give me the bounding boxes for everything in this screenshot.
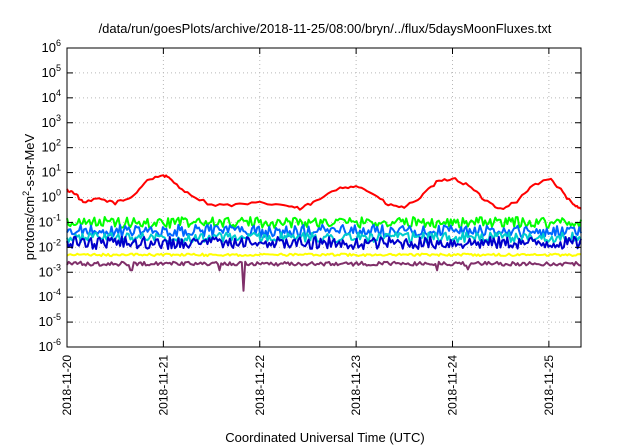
y-tick-base: 10 [42,190,56,205]
y-tick-exponent: 0 [56,188,61,198]
y-tick-base: 10 [39,264,53,279]
y-tick-base: 10 [42,65,56,80]
y-tick-label: 102 [42,138,61,155]
y-tick-label: 100 [42,188,61,205]
x-axis-ticks: 2018-11-20 2018-11-21 2018-11-22 2018-11-23… [60,48,556,416]
y-axis-label: protons/cm2-s-sr-MeV [21,133,37,260]
y-tick-exponent: -6 [53,337,61,347]
y-tick-label: 103 [42,113,61,130]
x-tick-label: 2018-11-24 [446,355,460,416]
series-line [66,252,582,258]
y-axis-ticks: 10-610-510-410-310-210-11001011021031041… [39,38,581,354]
x-tick-label: 2018-11-22 [253,355,267,416]
y-tick-base: 10 [42,40,56,55]
series-line [66,216,582,229]
y-tick-label: 105 [42,63,61,80]
y-tick-exponent: 1 [56,163,61,173]
y-tick-label: 101 [42,163,61,180]
series-line [66,260,582,292]
series-line [66,174,582,211]
y-axis-label-rest: -s-sr-MeV [22,133,37,190]
x-tick-label: 2018-11-20 [60,355,74,416]
y-tick-base: 10 [39,239,53,254]
series-line [66,235,582,251]
grid-lines [67,48,581,347]
y-tick-base: 10 [39,314,53,329]
y-tick-exponent: 6 [56,38,61,48]
y-tick-base: 10 [42,90,56,105]
y-tick-exponent: 4 [56,88,61,98]
y-axis-label-base: protons/cm [22,196,37,260]
x-tick-label: 2018-11-25 [542,355,556,416]
y-tick-exponent: -3 [53,262,61,272]
x-tick-label: 2018-11-23 [349,355,363,416]
y-tick-base: 10 [39,214,53,229]
y-tick-base: 10 [39,289,53,304]
y-tick-label: 104 [42,88,61,105]
y-tick-label: 10-3 [39,262,61,279]
y-tick-exponent: -1 [53,212,61,222]
y-tick-exponent: 2 [56,138,61,148]
y-tick-exponent: -4 [53,287,61,297]
y-tick-exponent: 5 [56,63,61,73]
y-tick-base: 10 [42,115,56,130]
y-tick-base: 10 [42,140,56,155]
chart-title: /data/run/goesPlots/archive/2018-11-25/0… [99,21,552,36]
series-line [66,231,582,244]
y-tick-exponent: 3 [56,113,61,123]
y-tick-exponent: -5 [53,312,61,322]
y-tick-label: 106 [42,38,61,55]
data-series [66,174,582,292]
y-tick-label: 10-6 [39,337,61,354]
y-tick-label: 10-5 [39,312,61,329]
x-tick-label: 2018-11-21 [156,355,170,416]
y-tick-label: 10-4 [39,287,61,304]
y-axis-label-sup: 2 [21,191,31,196]
y-tick-base: 10 [42,165,56,180]
y-tick-label: 10-1 [39,212,61,229]
y-tick-exponent: -2 [53,237,61,247]
y-tick-base: 10 [39,339,53,354]
x-axis-label: Coordinated Universal Time (UTC) [225,430,424,445]
y-tick-label: 10-2 [39,237,61,254]
